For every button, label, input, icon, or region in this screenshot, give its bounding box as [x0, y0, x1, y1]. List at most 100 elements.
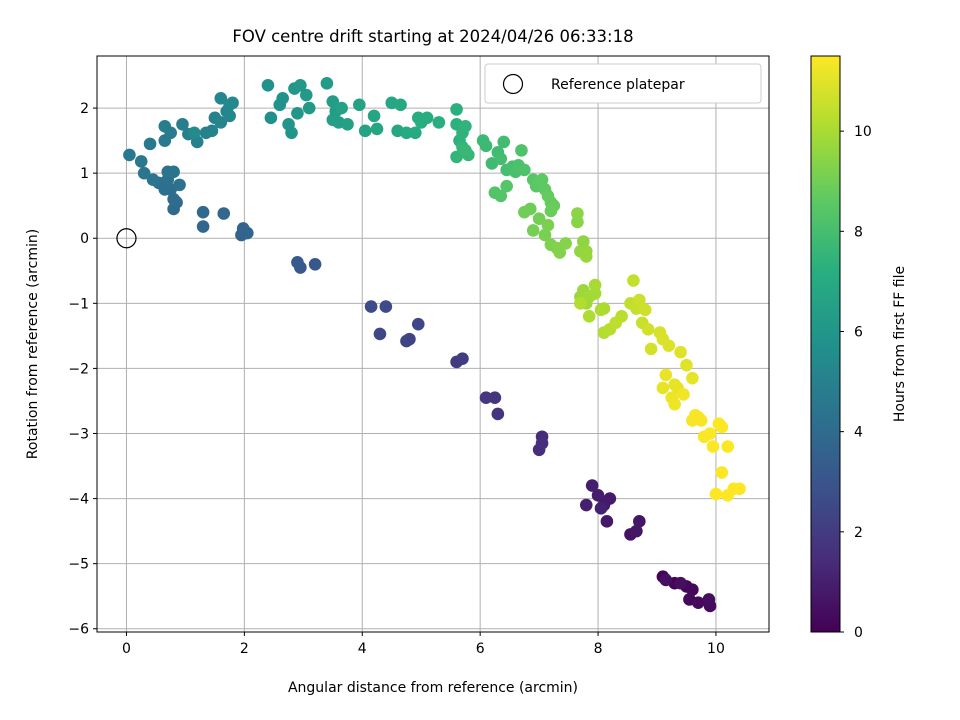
- data-point: [241, 226, 254, 240]
- data-point: [205, 124, 219, 138]
- data-point: [535, 173, 549, 186]
- y-axis-ticks: −6 −5 −4 −3 −2 −1 0 1 2: [68, 101, 97, 638]
- data-point: [432, 116, 446, 129]
- y-tick-label: −6: [68, 622, 89, 638]
- data-point: [459, 119, 472, 133]
- data-point: [603, 492, 617, 505]
- data-point: [659, 573, 673, 587]
- data-point: [659, 368, 673, 382]
- data-point: [214, 92, 228, 105]
- data-point: [294, 78, 307, 92]
- data-point: [158, 119, 172, 133]
- data-point: [733, 482, 746, 496]
- legend-box: [484, 63, 762, 104]
- data-point: [553, 246, 567, 259]
- data-point: [370, 122, 384, 136]
- data-point: [335, 101, 348, 115]
- data-point: [173, 178, 186, 192]
- chart-title: FOV centre drift starting at 2024/04/26 …: [232, 27, 633, 46]
- y-axis-label: Rotation from reference (arcmin): [25, 229, 41, 459]
- data-point: [630, 524, 643, 538]
- data-point: [134, 155, 148, 168]
- data-point: [656, 381, 670, 395]
- data-point: [364, 300, 378, 313]
- y-tick-label: −1: [68, 296, 89, 312]
- plot-frame: [96, 55, 770, 633]
- data-point: [686, 371, 699, 385]
- data-point: [721, 440, 735, 453]
- data-point: [680, 358, 693, 372]
- data-point: [459, 144, 472, 157]
- data-point: [518, 163, 531, 177]
- data-point: [326, 113, 340, 127]
- data-point: [167, 165, 180, 179]
- data-point: [137, 166, 151, 180]
- data-point: [579, 250, 593, 263]
- data-point: [123, 148, 136, 162]
- data-point: [532, 212, 546, 226]
- data-point: [217, 207, 231, 220]
- x-tick-label: 4: [358, 641, 367, 657]
- data-point: [609, 316, 623, 330]
- data-point: [373, 327, 387, 341]
- colorbar: 0 2 4 6 8 10 Hours from first FF file: [810, 55, 908, 641]
- x-axis-label: Angular distance from reference (arcmin): [288, 680, 578, 696]
- data-point: [702, 593, 716, 606]
- legend-label: Reference platepar: [551, 77, 685, 93]
- y-tick-label: −2: [68, 361, 89, 377]
- data-point: [703, 427, 717, 440]
- y-tick-label: 1: [80, 166, 89, 182]
- data-point: [709, 487, 723, 501]
- data-point: [196, 220, 210, 233]
- x-axis-ticks: 0 2 4 6 8 10: [122, 632, 725, 657]
- data-point: [261, 78, 275, 92]
- colorbar-tick-label: 8: [854, 224, 863, 240]
- data-point: [585, 479, 599, 492]
- data-point: [264, 111, 278, 125]
- colorbar-tick-label: 2: [854, 525, 863, 541]
- data-point: [176, 118, 189, 131]
- data-point: [196, 205, 210, 219]
- legend-marker: [502, 73, 524, 95]
- data-point: [691, 596, 705, 610]
- data-point: [668, 397, 681, 411]
- data-point: [518, 205, 531, 219]
- data-point: [326, 95, 340, 108]
- data-point: [187, 126, 201, 140]
- colorbar-tick-label: 6: [854, 324, 863, 340]
- y-tick-label: 0: [80, 231, 89, 247]
- data-point: [633, 293, 646, 307]
- data-point: [276, 92, 289, 105]
- data-point: [686, 583, 699, 596]
- data-point: [500, 179, 513, 193]
- data-point: [479, 139, 493, 153]
- data-point: [291, 106, 304, 120]
- data-point: [579, 498, 593, 512]
- data-point: [577, 235, 590, 248]
- colorbar-tick-label: 10: [854, 124, 872, 140]
- colorbar-ticks: 0 2 4 6 8 10: [840, 124, 872, 641]
- data-point: [594, 303, 608, 317]
- data-point: [291, 256, 304, 269]
- data-point: [544, 204, 558, 218]
- colorbar-gradient: [810, 55, 841, 633]
- data-point: [715, 466, 729, 479]
- data-point: [167, 192, 180, 206]
- data-point: [223, 109, 236, 123]
- data-point: [456, 352, 469, 365]
- data-points: [123, 77, 746, 613]
- data-point: [641, 323, 655, 336]
- y-tick-label: −3: [68, 426, 89, 442]
- data-point: [712, 417, 726, 431]
- x-tick-label: 8: [594, 641, 603, 657]
- data-point: [494, 189, 508, 203]
- data-point: [588, 278, 602, 292]
- data-point: [450, 103, 463, 116]
- data-point: [214, 116, 228, 129]
- data-point: [591, 489, 605, 502]
- y-tick-label: −4: [68, 492, 89, 508]
- colorbar-tick-label: 0: [854, 625, 863, 641]
- data-point: [497, 135, 511, 149]
- reference-platepar-marker: [116, 228, 137, 249]
- data-point: [358, 124, 372, 138]
